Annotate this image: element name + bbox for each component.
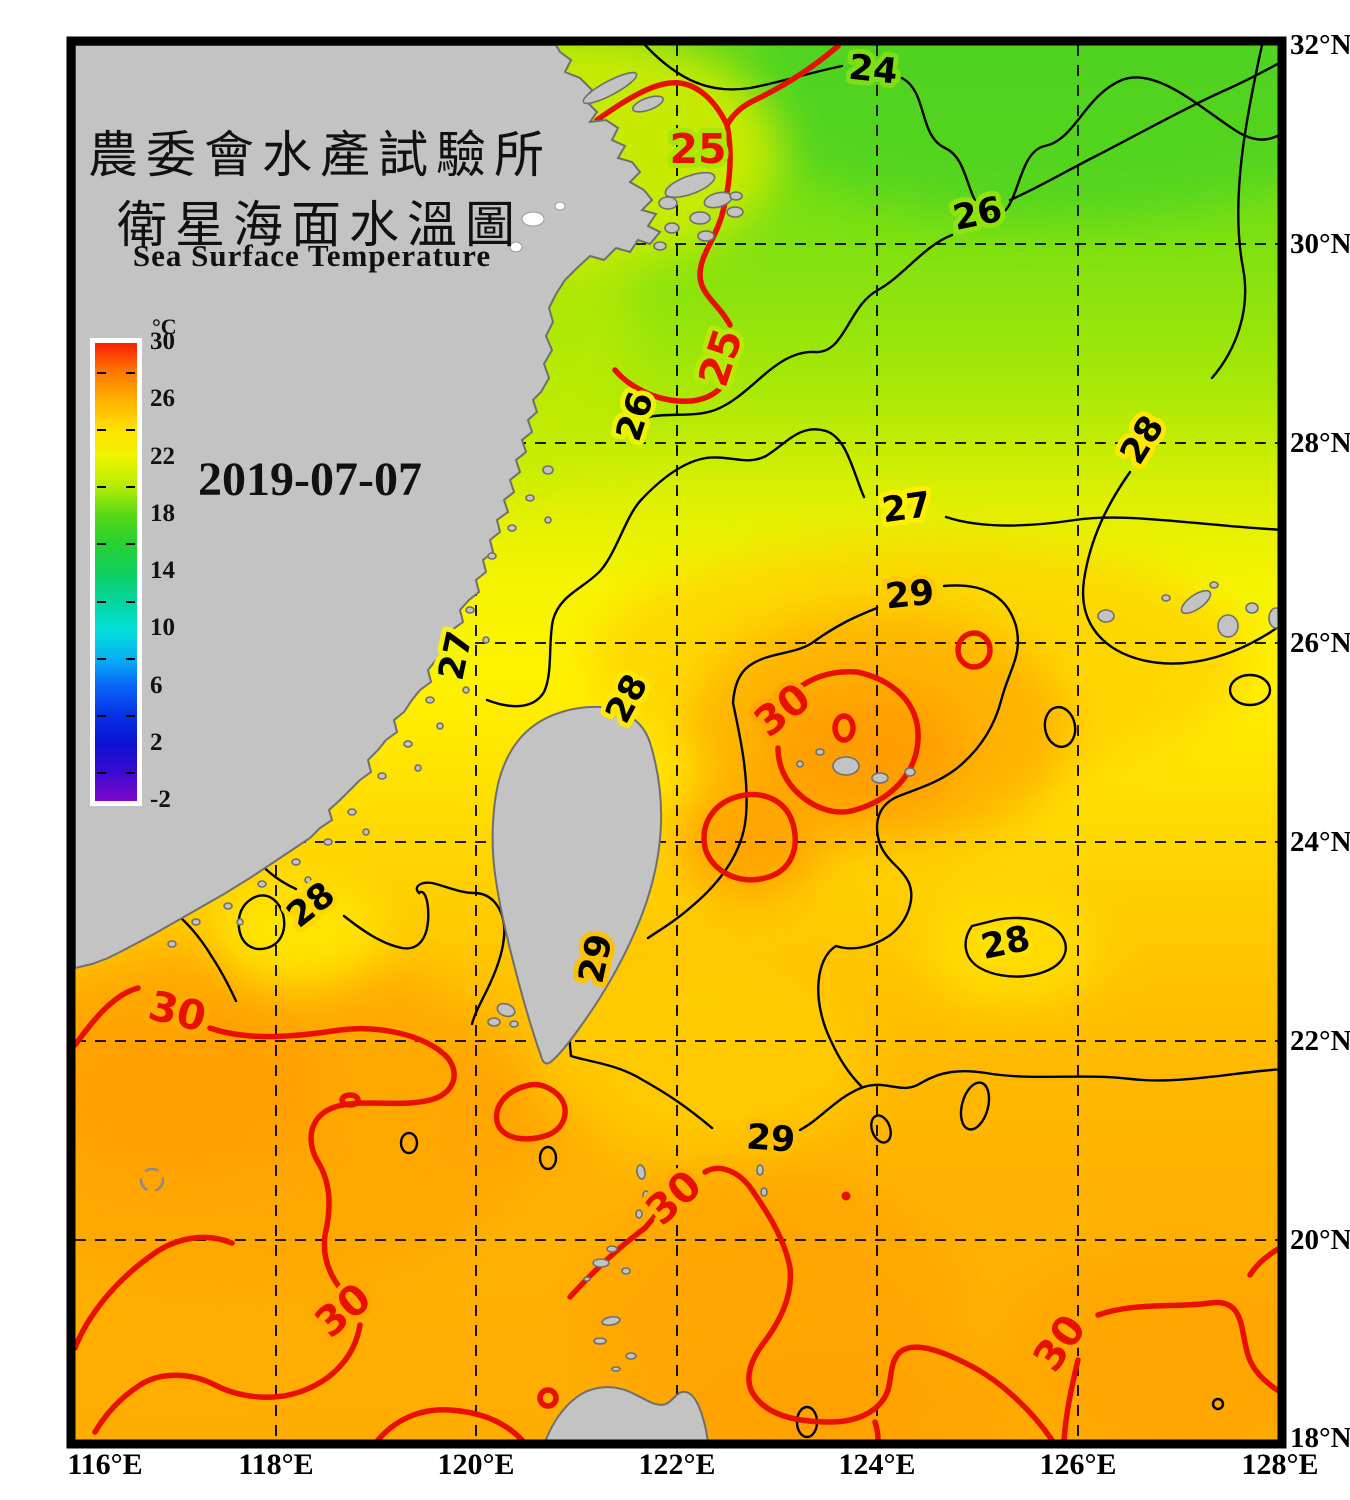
- x-axis-label: 124°E: [838, 1448, 916, 1481]
- x-axis-label: 116°E: [67, 1448, 143, 1481]
- colorbar-tick: [97, 715, 106, 718]
- title-zh-line2: 衛星海面水溫圖: [117, 197, 523, 253]
- isotherm-28-pocket-right: [964, 916, 1067, 978]
- colorbar-value-label: 18: [150, 499, 175, 527]
- colorbar-tick: [97, 371, 106, 374]
- colorbar-tick: [126, 772, 135, 775]
- isotherm-30-se: [1061, 1245, 1278, 1440]
- colorbar-tick: [97, 428, 106, 431]
- isotherm-30-sw-branch: [75, 1234, 235, 1351]
- isotherm-25: [594, 45, 841, 404]
- colorbar-tick: [126, 371, 135, 374]
- isotherm-26: [626, 62, 1278, 427]
- map-date: 2019-07-07: [198, 453, 422, 506]
- colorbar-tick: [97, 543, 106, 546]
- china-coast-landmass: [75, 45, 662, 970]
- graticule-grid: [75, 45, 1278, 1440]
- contour-label-29: 29: [745, 1117, 796, 1160]
- pratas-atoll-ring: [139, 1167, 165, 1193]
- isotherm-28-east: [1081, 45, 1278, 665]
- colorbar-value-label: -2: [150, 786, 171, 813]
- contour-label-25: 25: [669, 125, 726, 173]
- colorbar-tick: [97, 772, 106, 775]
- isotherm-30-sw: [75, 985, 457, 1435]
- colorbar-value-label: 26: [150, 385, 175, 413]
- isotherm-27: [485, 428, 1278, 708]
- title-en: Sea Surface Temperature: [132, 238, 492, 273]
- isotherm-30-spike: [872, 1419, 881, 1440]
- map-frame: [66, 36, 1287, 1449]
- isotherm-30-loop-s-taiwan: [493, 1081, 568, 1142]
- y-axis-label: 20°N: [1290, 1224, 1350, 1256]
- colorbar-tick: [126, 600, 135, 603]
- islands: [139, 71, 1278, 1372]
- title-zh-line1: 農委會水產試驗所: [88, 127, 552, 183]
- colorbar-tick: [126, 428, 135, 431]
- colorbar-tick: [126, 657, 135, 660]
- isotherm-30-bottom-arc: [375, 1407, 525, 1440]
- y-axis-label: 18°N: [1290, 1422, 1350, 1454]
- x-axis-label: 128°E: [1241, 1448, 1319, 1481]
- contour-label-27: 27: [432, 628, 481, 684]
- colorbar-value-label: 14: [150, 557, 175, 584]
- colorbar-value-label: 10: [150, 614, 175, 642]
- y-axis-label: 30°N: [1290, 228, 1350, 260]
- colorbar-tick: [126, 543, 135, 546]
- isotherm-29-east: [817, 584, 1020, 1088]
- colorbar-tick: [97, 657, 106, 660]
- isotherm-30-ne-loop: [775, 669, 921, 815]
- colorbar-gradient: [95, 343, 137, 801]
- colorbar-tick: [126, 486, 135, 489]
- y-axis-label: 26°N: [1290, 627, 1350, 659]
- colorbar-tick: [97, 600, 106, 603]
- no-data-patches: [509, 201, 566, 253]
- x-axis-label: 126°E: [1039, 1448, 1117, 1481]
- taiwan-island: [491, 705, 663, 1065]
- x-axis-label: 120°E: [437, 1448, 515, 1481]
- contour-label-29: 29: [884, 573, 937, 618]
- colorbar-unit: °C: [152, 314, 177, 339]
- colorbar-value-label: 2: [150, 728, 163, 756]
- colorbar-tick: [126, 715, 135, 718]
- y-axis-label: 22°N: [1290, 1025, 1350, 1057]
- y-axis-label: 32°N: [1290, 29, 1350, 61]
- colorbar-value-label: 6: [150, 671, 163, 699]
- colorbar-value-label: 30: [150, 328, 175, 355]
- y-axis-label: 28°N: [1290, 427, 1350, 459]
- x-axis-label: 122°E: [638, 1448, 716, 1481]
- isotherm-30-se-loop: [701, 791, 798, 883]
- colorbar-tick: [97, 486, 106, 489]
- luzon-island: [544, 1386, 709, 1440]
- contour-label-27: 27: [880, 485, 934, 531]
- x-axis-label: 118°E: [238, 1448, 314, 1481]
- colorbar-value-label: 22: [150, 442, 175, 470]
- isotherm-28-pocket-left: [237, 894, 286, 951]
- colorbar: [90, 338, 142, 806]
- contour-label-24: 24: [847, 48, 900, 93]
- y-axis-label: 24°N: [1290, 826, 1350, 858]
- isotherm-24: [643, 45, 1278, 217]
